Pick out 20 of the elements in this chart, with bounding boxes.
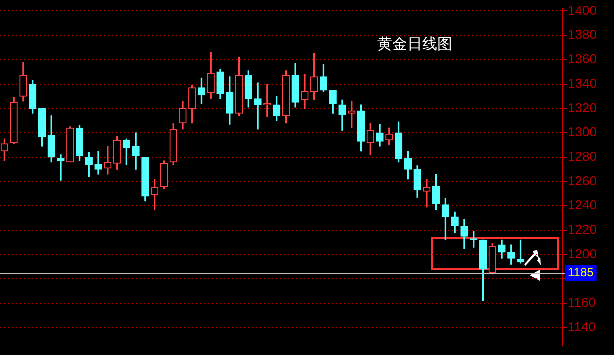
y-tick-label: 1160 bbox=[568, 295, 596, 310]
y-tick-label: 1280 bbox=[568, 148, 597, 164]
y-tick-label: 1380 bbox=[568, 27, 597, 42]
y-tick-label: 1260 bbox=[568, 173, 597, 188]
text: 黄金日线图 bbox=[378, 34, 452, 53]
y-tick-label: 1400 bbox=[568, 2, 597, 18]
y-tick-label: 1340 bbox=[568, 76, 597, 91]
y-tick-label: 1240 bbox=[568, 198, 597, 213]
y-tick-label: 1200 bbox=[568, 246, 597, 262]
candlestick bbox=[254, 82, 262, 130]
y-tick-label: 1320 bbox=[568, 100, 597, 116]
candlestick bbox=[57, 154, 65, 181]
y-tick-label: 1220 bbox=[568, 222, 597, 238]
candlestick bbox=[301, 74, 309, 110]
y-tick-label: 1140 bbox=[568, 320, 596, 335]
ref-line-label: 1185 bbox=[568, 265, 594, 280]
y-tick-label: 1360 bbox=[568, 52, 597, 67]
y-tick-label: 1300 bbox=[568, 124, 597, 140]
candlestick bbox=[423, 178, 431, 208]
candlestick bbox=[94, 150, 102, 175]
